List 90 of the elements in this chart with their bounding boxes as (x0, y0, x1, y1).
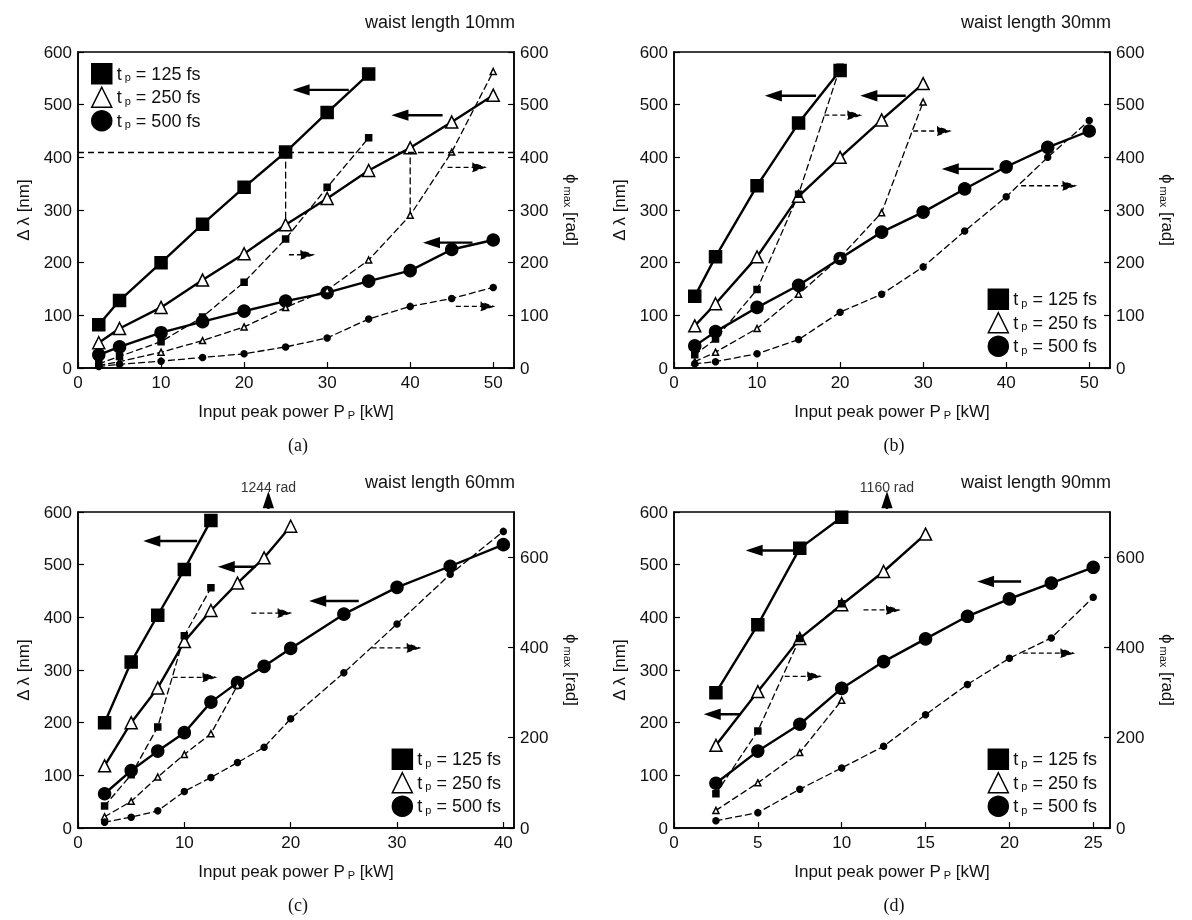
x-tick-label: 40 (493, 833, 513, 852)
y-tick-label: 600 (43, 502, 72, 522)
y2-tick-label: 100 (520, 305, 549, 325)
y2-tick-label: 400 (520, 147, 549, 167)
y-tick-label: 300 (43, 200, 72, 220)
y2-axis-title: ϕmax [rad] (1157, 173, 1177, 247)
y-tick-label: 300 (639, 200, 668, 220)
y2-tick-label: 600 (1116, 547, 1145, 567)
y-tick-label: 500 (43, 95, 72, 115)
x-tick-label: 10 (747, 373, 767, 392)
y2-tick-label: 600 (1116, 42, 1145, 62)
y-tick-label: 200 (43, 253, 72, 273)
chart-title: waist length 90mm (959, 472, 1112, 492)
x-tick-label: 20 (999, 833, 1019, 852)
y2-tick-label: 400 (520, 637, 549, 657)
y-tick-label: 500 (639, 95, 668, 115)
y2-tick-label: 200 (520, 253, 549, 273)
y-tick-label: 0 (658, 358, 668, 378)
y2-axis-title: ϕmax [rad] (1157, 633, 1177, 707)
y-tick-label: 200 (639, 713, 668, 733)
y2-tick-label: 0 (520, 818, 530, 838)
y-tick-label: 300 (43, 660, 72, 680)
y2-tick-label: 300 (520, 200, 549, 220)
y2-tick-label: 0 (520, 358, 530, 378)
x-tick-label: 15 (916, 833, 935, 852)
y2-tick-label: 500 (520, 95, 549, 115)
chart-title: waist length 60mm (363, 472, 516, 492)
y-tick-label: 500 (639, 555, 668, 575)
legend-label: tp = 125 fs (116, 63, 201, 84)
y-tick-label: 200 (43, 713, 72, 733)
y-tick-label: 600 (639, 42, 668, 62)
x-tick-label: 5 (753, 833, 763, 852)
y2-tick-label: 300 (1116, 200, 1145, 220)
y2-tick-label: 200 (1116, 728, 1145, 748)
x-tick-label: 20 (234, 373, 254, 392)
y-tick-label: 100 (43, 305, 72, 325)
y-tick-label: 300 (639, 660, 668, 680)
y-tick-label: 600 (639, 502, 668, 522)
y2-tick-label: 600 (520, 547, 549, 567)
y2-tick-label: 200 (1116, 253, 1145, 273)
y-axis-title: Δ λ [nm] (14, 179, 33, 241)
text: (d) (883, 895, 905, 916)
y-tick-label: 0 (62, 818, 72, 838)
y-axis-title: Δ λ [nm] (14, 639, 33, 701)
y2-tick-label: 0 (1116, 818, 1126, 838)
x-tick-label: 20 (281, 833, 301, 852)
y2-tick-label: 100 (1116, 305, 1145, 325)
y-tick-label: 0 (658, 818, 668, 838)
y-tick-label: 500 (43, 555, 72, 575)
x-tick-label: 10 (174, 833, 194, 852)
y-tick-label: 400 (43, 147, 72, 167)
y-tick-label: 100 (639, 765, 668, 785)
x-tick-label: 10 (832, 833, 852, 852)
y-tick-label: 100 (639, 305, 668, 325)
y-tick-label: 200 (639, 253, 668, 273)
x-tick-label: 25 (1083, 833, 1103, 852)
y2-tick-label: 600 (520, 42, 549, 62)
text: 1244 rad (240, 479, 296, 495)
x-tick-label: 40 (400, 373, 420, 392)
y-axis-title: Δ λ [nm] (610, 639, 629, 701)
chart-title: waist length 10mm (363, 12, 516, 32)
text: (c) (288, 895, 308, 916)
x-tick-label: 10 (151, 373, 171, 392)
x-tick-label: 50 (1079, 373, 1099, 392)
y-tick-label: 0 (62, 358, 72, 378)
y2-tick-label: 500 (1116, 95, 1145, 115)
y2-tick-label: 0 (1116, 358, 1126, 378)
text: (b) (883, 435, 905, 456)
text: (a) (288, 435, 308, 456)
y2-tick-label: 400 (1116, 637, 1145, 657)
y-tick-label: 600 (43, 42, 72, 62)
y2-tick-label: 200 (520, 728, 549, 748)
legend-label: tp = 250 fs (116, 87, 201, 108)
legend-label: tp = 500 fs (116, 110, 201, 131)
y2-axis-title: ϕmax [rad] (561, 173, 581, 247)
x-tick-label: 40 (996, 373, 1016, 392)
y2-tick-label: 400 (1116, 147, 1145, 167)
y-tick-label: 400 (43, 607, 72, 627)
text: 1160 rad (859, 479, 915, 495)
x-tick-label: 30 (913, 373, 933, 392)
y-tick-label: 400 (639, 607, 668, 627)
y-tick-label: 100 (43, 765, 72, 785)
x-tick-label: 20 (830, 373, 850, 392)
x-tick-label: 30 (317, 373, 337, 392)
y-tick-label: 400 (639, 147, 668, 167)
y-axis-title: Δ λ [nm] (610, 179, 629, 241)
x-tick-label: 30 (387, 833, 407, 852)
y2-axis-title: ϕmax [rad] (561, 633, 581, 707)
chart-title: waist length 30mm (959, 12, 1112, 32)
x-tick-label: 50 (483, 373, 503, 392)
